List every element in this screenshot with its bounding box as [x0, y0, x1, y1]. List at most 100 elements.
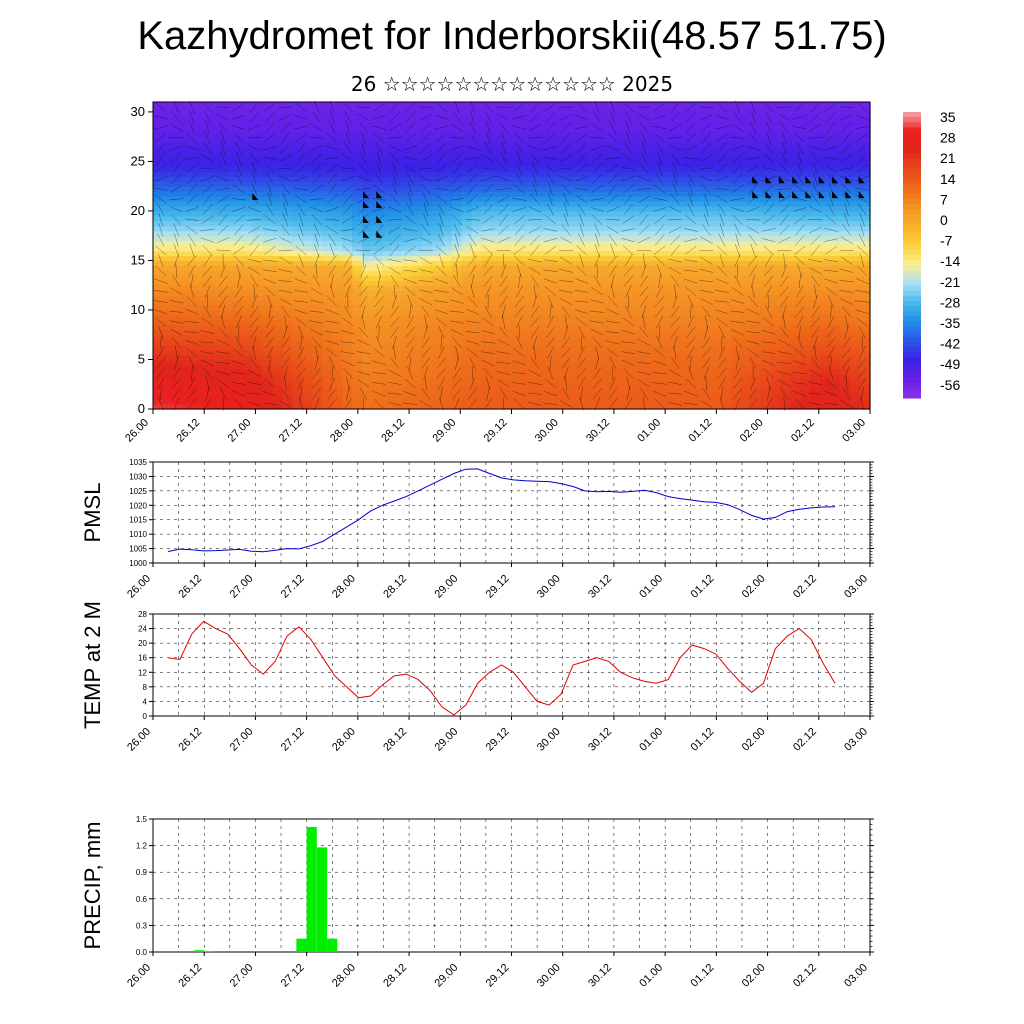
heat-cell	[262, 379, 274, 385]
heat-cell	[611, 339, 622, 346]
heat-cell	[810, 220, 821, 227]
heat-cell	[312, 191, 323, 197]
heat-cell	[441, 354, 453, 361]
heat-cell	[730, 186, 742, 192]
heat-cell	[212, 121, 224, 128]
heat-cell	[820, 295, 831, 301]
heat-cell	[780, 389, 791, 395]
heat-cell	[441, 141, 453, 148]
heat-cell	[332, 285, 343, 291]
wind-arrow	[403, 269, 418, 272]
heat-cell	[312, 374, 323, 380]
heat-cell	[621, 161, 632, 167]
heat-cell	[840, 250, 851, 257]
heat-cell	[591, 399, 602, 405]
wind-arrow	[247, 124, 261, 131]
heat-cell	[531, 374, 542, 380]
heat-cell	[242, 300, 254, 306]
heat-cell	[292, 319, 303, 326]
heat-cell	[242, 191, 254, 197]
heat-cell	[631, 126, 642, 133]
heat-cell	[401, 399, 413, 405]
heat-cell	[810, 309, 821, 316]
heat-cell	[840, 295, 851, 301]
heat-cell	[770, 369, 781, 375]
heat-cell	[710, 111, 722, 118]
heat-cell	[810, 225, 821, 232]
heat-cell	[640, 176, 652, 182]
heat-cell	[352, 191, 363, 197]
heat-cell	[720, 121, 732, 128]
heat-cell	[800, 290, 811, 296]
heat-cell	[730, 176, 742, 182]
heat-cell	[740, 295, 752, 301]
heat-cell	[481, 205, 493, 212]
heat-cell	[611, 245, 622, 252]
heat-cell	[431, 191, 443, 197]
heat-cell	[611, 210, 622, 217]
heat-cell	[382, 201, 393, 207]
heat-cell	[362, 121, 373, 128]
heat-cell	[860, 389, 871, 395]
heat-cell	[262, 131, 274, 138]
heat-cell	[382, 215, 393, 222]
heat-cell	[710, 196, 722, 202]
heat-cell	[362, 329, 373, 336]
heat-cell	[441, 270, 453, 276]
heat-cell	[551, 240, 562, 247]
heat-cell	[322, 161, 333, 167]
heat-cell	[292, 116, 303, 123]
heat-cell	[362, 359, 373, 366]
heat-cell	[153, 295, 164, 301]
heat-cell	[162, 349, 174, 356]
heat-cell	[840, 344, 851, 351]
heat-cell	[670, 324, 682, 331]
wind-arrow	[247, 258, 262, 263]
heat-cell	[172, 280, 184, 286]
heat-cell	[601, 151, 612, 158]
heat-cell	[591, 151, 602, 158]
heat-cell	[680, 344, 692, 351]
heat-cell	[172, 379, 184, 385]
heat-cell	[601, 275, 612, 281]
heat-cell	[830, 324, 841, 331]
heat-cell	[162, 240, 174, 247]
wind-arrow	[296, 367, 306, 379]
heat-cell	[780, 240, 791, 247]
heat-cell	[451, 250, 463, 257]
heat-cell	[471, 389, 483, 395]
heat-cell	[302, 240, 313, 247]
heat-cell	[541, 300, 552, 306]
heat-cell	[352, 270, 363, 276]
heat-cell	[461, 354, 473, 361]
heat-cell	[242, 384, 254, 390]
heat-cell	[521, 225, 533, 232]
wind-arrow	[387, 402, 402, 406]
heat-cell	[521, 389, 533, 395]
heat-cell	[680, 349, 692, 356]
heat-cell	[760, 265, 772, 271]
heat-cell	[272, 270, 284, 276]
heat-cell	[780, 404, 791, 410]
heat-cell	[571, 205, 582, 212]
heat-cell	[850, 151, 861, 158]
heat-cell	[372, 369, 383, 375]
heat-cell	[611, 106, 622, 113]
heat-cell	[411, 379, 423, 385]
heat-cell	[810, 300, 821, 306]
heat-cell	[262, 146, 274, 153]
heat-cell	[650, 270, 662, 276]
heat-cell	[272, 151, 284, 158]
heat-cell	[212, 146, 224, 153]
heat-cell	[471, 230, 483, 237]
heat-cell	[342, 215, 353, 222]
heat-cell	[591, 379, 602, 385]
heat-cell	[850, 171, 861, 177]
heat-cell	[302, 215, 313, 222]
heat-cell	[441, 166, 453, 172]
heat-cell	[650, 166, 662, 172]
wind-arrow	[294, 115, 308, 120]
heat-cell	[740, 265, 752, 271]
heat-cell	[760, 334, 772, 341]
heat-cell	[860, 349, 871, 356]
